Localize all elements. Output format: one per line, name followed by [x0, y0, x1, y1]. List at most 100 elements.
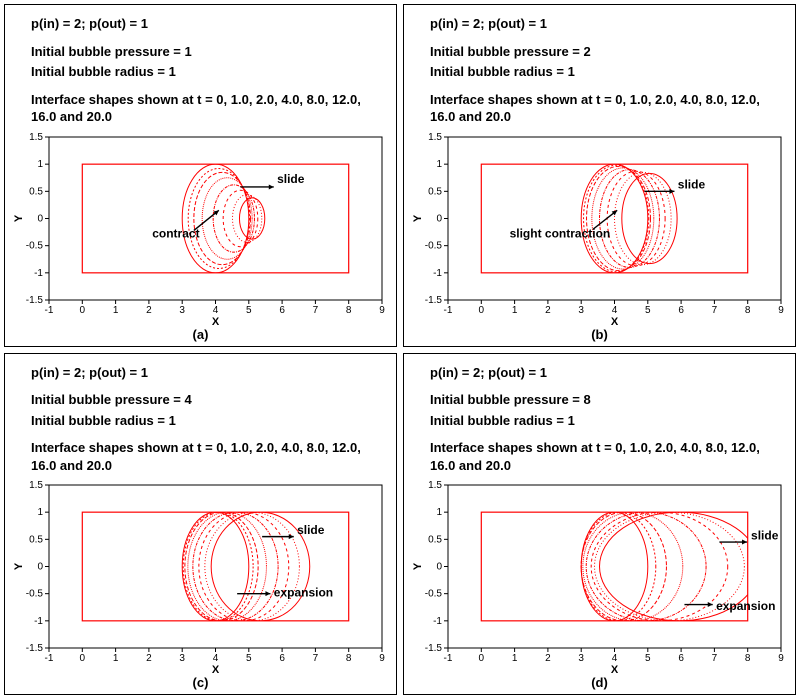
svg-text:X: X — [212, 664, 220, 674]
chart-svg: -10123456789-1.5-1-0.500.511.5XYcontract… — [13, 133, 388, 326]
svg-text:1: 1 — [436, 508, 442, 519]
svg-text:-1.5: -1.5 — [26, 295, 44, 306]
svg-text:7: 7 — [712, 305, 718, 316]
svg-text:0.5: 0.5 — [428, 186, 442, 197]
panel-c-sublabel: (c) — [13, 675, 388, 690]
svg-text:-0.5: -0.5 — [26, 240, 44, 251]
svg-text:expansion: expansion — [274, 586, 333, 600]
panel-c: p(in) = 2; p(out) = 1 Initial bubble pre… — [4, 353, 397, 696]
panel-b-line4: Interface shapes shown at t = 0, 1.0, 2.… — [430, 91, 777, 126]
svg-text:5: 5 — [645, 305, 651, 316]
svg-text:2: 2 — [545, 305, 551, 316]
panel-d-chart: -10123456789-1.5-1-0.500.511.5XYslideexp… — [412, 481, 787, 674]
svg-text:4: 4 — [612, 305, 618, 316]
svg-text:0.5: 0.5 — [29, 535, 43, 546]
svg-text:slight contraction: slight contraction — [510, 226, 611, 240]
svg-text:-1: -1 — [45, 305, 54, 316]
svg-text:-1.5: -1.5 — [425, 295, 443, 306]
panel-a-line3: Initial bubble radius = 1 — [31, 63, 378, 81]
panel-c-line4: Interface shapes shown at t = 0, 1.0, 2.… — [31, 439, 378, 474]
svg-text:6: 6 — [678, 653, 684, 664]
figure-grid: p(in) = 2; p(out) = 1 Initial bubble pre… — [0, 0, 800, 699]
chart-svg: -10123456789-1.5-1-0.500.511.5XYslight c… — [412, 133, 787, 326]
panel-b-line3: Initial bubble radius = 1 — [430, 63, 777, 81]
svg-text:-1: -1 — [34, 616, 43, 627]
panel-c-chart: -10123456789-1.5-1-0.500.511.5XYslideexp… — [13, 481, 388, 674]
svg-text:-1: -1 — [34, 268, 43, 279]
svg-text:X: X — [611, 664, 619, 674]
svg-text:-0.5: -0.5 — [425, 589, 443, 600]
svg-text:slide: slide — [297, 523, 325, 537]
svg-text:0: 0 — [479, 653, 485, 664]
svg-text:6: 6 — [279, 653, 285, 664]
svg-text:6: 6 — [678, 305, 684, 316]
svg-text:6: 6 — [279, 305, 285, 316]
svg-text:-1.5: -1.5 — [26, 643, 44, 654]
panel-a-chart: -10123456789-1.5-1-0.500.511.5XYcontract… — [13, 133, 388, 326]
svg-text:2: 2 — [146, 305, 152, 316]
svg-text:Y: Y — [412, 563, 424, 571]
panel-c-line2: Initial bubble pressure = 4 — [31, 391, 378, 409]
panel-b-chart: -10123456789-1.5-1-0.500.511.5XYslight c… — [412, 133, 787, 326]
panel-b-text: p(in) = 2; p(out) = 1 Initial bubble pre… — [412, 15, 787, 129]
panel-c-text: p(in) = 2; p(out) = 1 Initial bubble pre… — [13, 364, 388, 478]
panel-b-line2: Initial bubble pressure = 2 — [430, 43, 777, 61]
svg-text:8: 8 — [346, 653, 352, 664]
svg-text:-0.5: -0.5 — [26, 589, 44, 600]
svg-text:5: 5 — [246, 653, 252, 664]
svg-text:X: X — [611, 316, 619, 326]
panel-d-sublabel: (d) — [412, 675, 787, 690]
panel-d-text: p(in) = 2; p(out) = 1 Initial bubble pre… — [412, 364, 787, 478]
panel-a-line1: p(in) = 2; p(out) = 1 — [31, 15, 378, 33]
panel-b-sublabel: (b) — [412, 327, 787, 342]
svg-text:0: 0 — [436, 562, 442, 573]
svg-text:-1: -1 — [45, 653, 54, 664]
svg-text:4: 4 — [612, 653, 618, 664]
svg-text:1.5: 1.5 — [29, 481, 43, 491]
svg-text:8: 8 — [745, 653, 751, 664]
panel-a-line2: Initial bubble pressure = 1 — [31, 43, 378, 61]
panel-a: p(in) = 2; p(out) = 1 Initial bubble pre… — [4, 4, 397, 347]
svg-text:2: 2 — [545, 653, 551, 664]
svg-text:slide: slide — [751, 529, 779, 543]
panel-d-line4: Interface shapes shown at t = 0, 1.0, 2.… — [430, 439, 777, 474]
svg-text:1.5: 1.5 — [428, 133, 442, 143]
svg-text:0: 0 — [37, 562, 43, 573]
svg-text:0: 0 — [80, 305, 86, 316]
panel-a-sublabel: (a) — [13, 327, 388, 342]
svg-text:9: 9 — [379, 653, 385, 664]
svg-text:-0.5: -0.5 — [425, 240, 443, 251]
panel-d-line3: Initial bubble radius = 1 — [430, 412, 777, 430]
svg-text:8: 8 — [745, 305, 751, 316]
svg-text:3: 3 — [179, 653, 185, 664]
panel-d-line1: p(in) = 2; p(out) = 1 — [430, 364, 777, 382]
chart-svg: -10123456789-1.5-1-0.500.511.5XYslideexp… — [13, 481, 388, 674]
svg-text:3: 3 — [179, 305, 185, 316]
svg-text:-1: -1 — [433, 616, 442, 627]
svg-text:1.5: 1.5 — [29, 133, 43, 143]
svg-text:-1: -1 — [433, 268, 442, 279]
svg-text:4: 4 — [213, 653, 219, 664]
svg-text:Y: Y — [412, 214, 424, 222]
panel-b: p(in) = 2; p(out) = 1 Initial bubble pre… — [403, 4, 796, 347]
svg-text:9: 9 — [379, 305, 385, 316]
svg-text:9: 9 — [778, 305, 784, 316]
svg-text:1.5: 1.5 — [428, 481, 442, 491]
svg-text:0: 0 — [436, 213, 442, 224]
chart-svg: -10123456789-1.5-1-0.500.511.5XYslideexp… — [412, 481, 787, 674]
svg-text:-1: -1 — [444, 305, 453, 316]
svg-text:-1.5: -1.5 — [425, 643, 443, 654]
svg-text:slide: slide — [277, 172, 305, 186]
svg-text:1: 1 — [113, 653, 119, 664]
svg-text:0: 0 — [479, 305, 485, 316]
svg-text:0: 0 — [80, 653, 86, 664]
svg-text:3: 3 — [578, 653, 584, 664]
panel-d-line2: Initial bubble pressure = 8 — [430, 391, 777, 409]
svg-text:1: 1 — [113, 305, 119, 316]
svg-text:1: 1 — [512, 653, 518, 664]
svg-text:7: 7 — [313, 305, 319, 316]
svg-text:1: 1 — [37, 508, 43, 519]
svg-text:7: 7 — [313, 653, 319, 664]
svg-text:5: 5 — [246, 305, 252, 316]
svg-text:0.5: 0.5 — [428, 535, 442, 546]
